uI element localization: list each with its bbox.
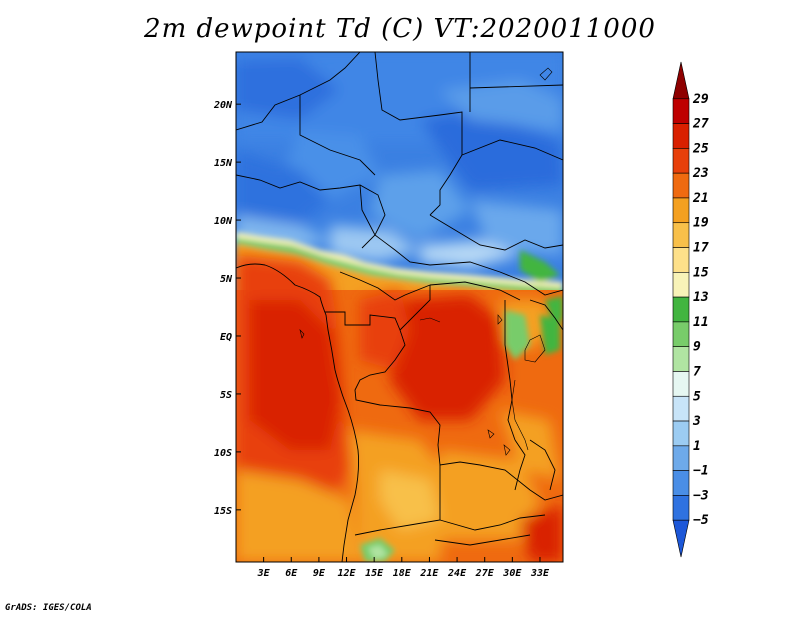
colorbar-label: 15 [693,265,709,280]
colorbar-swatch [672,420,690,447]
lat-tick-label: 15N [214,158,233,169]
borders [236,52,563,562]
colorbar: 29 27 25 23 21 19 17 15 13 11 9 7 5 3 1 −1 −3 −5 [672,61,709,558]
colorbar-swatch [672,61,690,100]
lat-tick-label: 10N [214,216,233,227]
colorbar-swatch [672,346,690,372]
lat-tick-label: 5N [220,274,233,285]
colorbar-swatch [672,371,690,397]
colorbar-label: 7 [693,364,701,379]
colorbar-label: 13 [693,290,709,305]
latitude-axis: 20N 15N 10N 5N EQ 5S 10S 15S [213,100,241,517]
colorbar-label: 27 [692,117,709,132]
lat-tick-label: EQ [220,332,232,343]
lon-tick-label: 30E [502,568,522,579]
grads-credit: GrADS: IGES/COLA [5,603,92,613]
colorbar-label: −5 [693,513,709,528]
colorbar-label: −3 [693,488,709,503]
colorbar-swatch [672,445,690,471]
lon-tick-label: 21E [419,568,439,579]
colorbar-label: −1 [693,464,709,479]
lon-tick-label: 27E [475,568,495,579]
lon-tick-label: 6E [285,568,298,579]
colorbar-label: 29 [692,92,709,107]
colorbar-swatch [672,247,690,273]
colorbar-label: 1 [693,439,701,454]
colorbar-swatch [672,495,690,521]
colorbar-swatch [672,98,690,124]
colorbar-swatch [672,519,690,558]
colorbar-label: 5 [693,389,701,404]
colorbar-swatch [672,222,690,248]
dewpoint-field [236,52,563,562]
lon-tick-label: 9E [313,568,326,579]
colorbar-swatch [672,172,690,199]
lat-tick-label: 20N [213,100,233,111]
lon-tick-label: 18E [393,568,412,579]
map-frame [235,51,564,563]
chart-title: 2m dewpoint Td (C) VT:2020011000 [144,14,656,44]
colorbar-swatch [672,296,690,323]
colorbar-swatch [672,197,690,224]
lat-tick-label: 5S [220,390,232,401]
lon-tick-label: 12E [338,568,357,579]
colorbar-swatch [672,148,690,174]
lat-tick-label: 10S [214,448,232,459]
lon-tick-label: 33E [530,568,550,579]
lon-tick-label: 15E [365,568,384,579]
colorbar-swatch [672,395,690,422]
lon-tick-label: 24E [447,568,467,579]
colorbar-swatch [672,123,690,149]
lat-tick-label: 15S [214,506,232,517]
colorbar-label: 11 [693,315,709,330]
colorbar-label: 17 [693,241,709,256]
colorbar-label: 19 [693,216,709,231]
lon-tick-label: 3E [257,568,271,579]
colorbar-swatch [672,272,690,298]
colorbar-swatch [672,321,690,347]
longitude-axis: 3E 6E 9E 12E 15E 18E 21E 24E 27E 30E 33E [257,557,550,579]
colorbar-label: 3 [692,414,701,429]
colorbar-label: 23 [692,166,709,181]
colorbar-label: 9 [693,340,701,355]
colorbar-label: 25 [692,141,709,156]
colorbar-label: 21 [692,191,709,206]
colorbar-swatch [672,470,690,496]
